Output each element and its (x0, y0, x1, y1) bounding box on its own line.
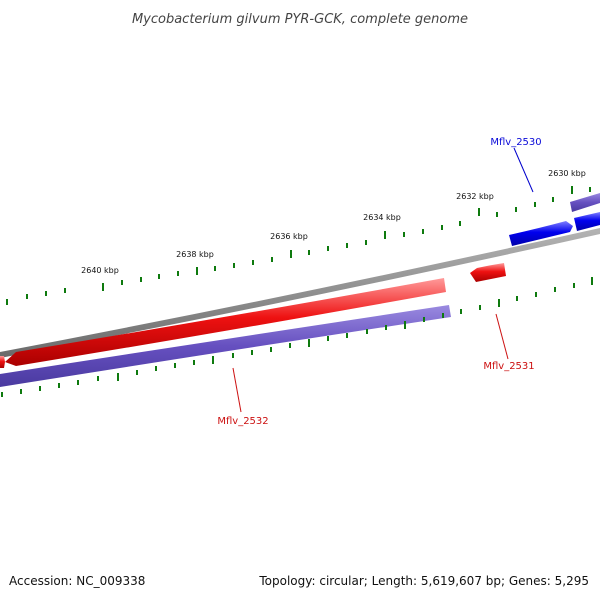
ruler-label-2638: 2638 kbp (176, 250, 214, 259)
ruler-label-2636: 2636 kbp (270, 232, 308, 241)
inner-minor-ticks (1, 283, 575, 397)
cds-forward-right-segment[interactable] (574, 212, 600, 231)
outer-minor-ticks (6, 187, 591, 305)
gene-label-mflv-2530[interactable]: Mflv_2530 (490, 137, 541, 148)
ruler-label-2632: 2632 kbp (456, 192, 494, 201)
inner-major-ticks (117, 277, 593, 381)
map-title: Mycobacterium gilvum PYR-GCK, complete g… (132, 12, 468, 27)
cds-forward-mflv-2530[interactable] (509, 221, 573, 246)
callout-mflv-2531: Mflv_2531 (483, 313, 535, 372)
ruler-label-2630: 2630 kbp (548, 169, 586, 178)
ruler-label-2634: 2634 kbp (363, 213, 401, 222)
outer-major-ticks (102, 186, 573, 291)
outer-tick-ruler: 2640 kbp 2638 kbp 2636 kbp 2634 kbp 2632… (6, 169, 591, 305)
callout-mflv-2530: Mflv_2530 (490, 137, 542, 193)
cds-reverse-mflv-2531[interactable] (470, 263, 506, 282)
gene-label-mflv-2531[interactable]: Mflv_2531 (483, 361, 534, 372)
accession-text: Accession: NC_009338 (9, 574, 146, 588)
genome-summary-text: Topology: circular; Length: 5,619,607 bp… (259, 574, 589, 588)
ruler-label-2640: 2640 kbp (81, 266, 119, 275)
orf-lane-reverse (0, 305, 451, 387)
inner-tick-ruler (1, 277, 593, 397)
genome-backbone (0, 228, 600, 358)
orf-lane-forward-upper (570, 193, 600, 212)
cds-reverse-mflv-2532[interactable] (5, 278, 446, 366)
gene-label-mflv-2532[interactable]: Mflv_2532 (217, 416, 268, 427)
callout-mflv-2532: Mflv_2532 (217, 367, 269, 427)
cds-reverse-left-fragment[interactable] (0, 356, 5, 368)
